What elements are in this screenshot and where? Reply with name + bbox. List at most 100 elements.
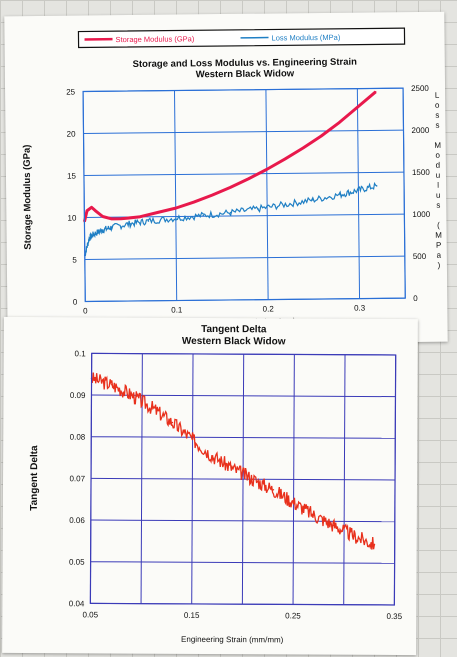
x-tick-label: 0.3 (354, 304, 366, 313)
tangent-delta-chart-panel: Tangent Delta Western Black Widow 0.05 0.15… (2, 316, 418, 656)
x-gridline (173, 90, 178, 301)
data-point-tangent-delta (252, 478, 254, 481)
x-tick-label: 0 (83, 306, 88, 315)
y2-axis-label-char: L (435, 91, 440, 100)
y-tick-label: 20 (67, 130, 77, 139)
y2-tick-label: 0 (413, 294, 418, 303)
data-point-storage-modulus (138, 216, 141, 218)
chart-subtitle: Western Black Widow (182, 336, 286, 348)
data-point-tangent-delta (191, 438, 194, 441)
x-tick-label: 0.35 (387, 612, 403, 621)
y-gridline (83, 171, 404, 176)
data-point-tangent-delta (312, 514, 315, 516)
data-point-loss-modulus (129, 222, 131, 225)
data-point-storage-modulus (211, 194, 213, 196)
data-point-storage-modulus (302, 147, 304, 149)
y-tick-label: 10 (67, 214, 77, 223)
data-point-loss-modulus (88, 237, 90, 240)
data-point-tangent-delta (110, 383, 113, 386)
data-point-loss-modulus (147, 220, 150, 222)
data-point-storage-modulus (356, 106, 359, 108)
y-tick-label: 0 (73, 298, 78, 307)
series-line-tangent-delta (90, 372, 376, 550)
x-gridline (265, 89, 269, 300)
x-gridline (356, 88, 361, 299)
y-gridline (90, 519, 395, 523)
data-point-tangent-delta (211, 455, 214, 457)
data-point-loss-modulus (175, 217, 177, 220)
data-point-loss-modulus (229, 211, 232, 214)
chart-title: Storage and Loss Modulus vs. Engineering… (133, 57, 358, 70)
chart-subtitle: Western Black Widow (196, 68, 295, 80)
data-point-tangent-delta (131, 394, 133, 397)
y2-axis-label-char: o (435, 101, 440, 110)
data-point-storage-modulus (374, 90, 377, 93)
data-point-storage-modulus (90, 206, 93, 209)
data-point-storage-modulus (156, 211, 159, 214)
y-axis-label: Tangent Delta (29, 445, 40, 511)
y2-axis-label-char: o (435, 151, 440, 160)
y-gridline (84, 255, 405, 260)
data-point-tangent-delta (292, 501, 295, 504)
data-point-loss-modulus (357, 189, 360, 192)
data-point-loss-modulus (284, 203, 287, 206)
data-point-storage-modulus (174, 207, 177, 209)
data-point-tangent-delta (171, 421, 174, 424)
data-point-storage-modulus (86, 209, 88, 212)
data-point-storage-modulus (229, 186, 232, 189)
y2-axis-label-char: s (435, 121, 439, 130)
data-point-loss-modulus (202, 214, 205, 217)
y2-tick-label: 500 (413, 252, 427, 261)
x-tick-label: 0.25 (285, 611, 301, 620)
data-point-storage-modulus (320, 135, 323, 137)
y-tick-label: 5 (72, 256, 77, 265)
data-point-loss-modulus (339, 193, 341, 196)
plot-area-border (89, 352, 397, 606)
data-point-storage-modulus (247, 178, 250, 180)
y-gridline (83, 129, 404, 134)
legend-label-loss: Loss Modulus (MPa) (271, 33, 340, 43)
data-point-tangent-delta (232, 467, 234, 470)
legend-label-storage: Storage Modulus (GPa) (115, 34, 194, 44)
series-line-storage-modulus (82, 90, 377, 223)
x-tick-label: 0.1 (171, 305, 183, 314)
data-point-storage-modulus (338, 121, 341, 124)
y2-axis-label-char: M (435, 231, 442, 240)
y2-axis-label-char: l (437, 181, 439, 190)
data-point-tangent-delta (373, 543, 376, 546)
y2-tick-label: 2500 (411, 84, 429, 93)
y-tick-label: 0.1 (75, 349, 87, 358)
y2-axis-label-char: u (436, 171, 441, 180)
y2-axis-label-char: s (436, 201, 440, 210)
y-gridline (91, 436, 396, 439)
y-tick-label: 0.05 (69, 558, 85, 567)
plot-area-border (82, 87, 406, 303)
modulus-chart-panel: Storage Modulus (GPa) Loss Modulus (MPa) S… (4, 11, 448, 347)
y-axis-label: Storage Modulus (GPa) (22, 144, 34, 249)
y2-axis-label-char: ( (437, 221, 440, 230)
data-point-storage-modulus (120, 217, 122, 220)
y-tick-label: 0.04 (69, 599, 85, 608)
data-point-loss-modulus (311, 199, 314, 201)
y-gridline (91, 394, 396, 398)
y-gridline (91, 477, 396, 481)
y2-axis-label-char: P (436, 241, 441, 250)
x-tick-label: 0.15 (184, 611, 200, 620)
data-point-tangent-delta (151, 407, 154, 409)
y-gridline (90, 561, 395, 564)
data-point-tangent-delta (272, 488, 275, 491)
y-tick-label: 0.06 (69, 516, 85, 525)
y2-axis-label-char: M (434, 141, 441, 150)
chart-title: Tangent Delta (201, 324, 267, 335)
x-tick-label: 0.05 (83, 610, 99, 619)
data-point-loss-modulus (111, 226, 113, 229)
y2-axis-label-char: s (435, 111, 439, 120)
data-point-storage-modulus (111, 218, 113, 220)
data-point-storage-modulus (94, 209, 97, 212)
y-tick-label: 0.09 (70, 391, 86, 400)
data-point-storage-modulus (265, 168, 268, 171)
data-point-tangent-delta (353, 535, 356, 537)
y2-axis-label-char: ) (438, 261, 441, 270)
data-point-tangent-delta (333, 524, 335, 527)
